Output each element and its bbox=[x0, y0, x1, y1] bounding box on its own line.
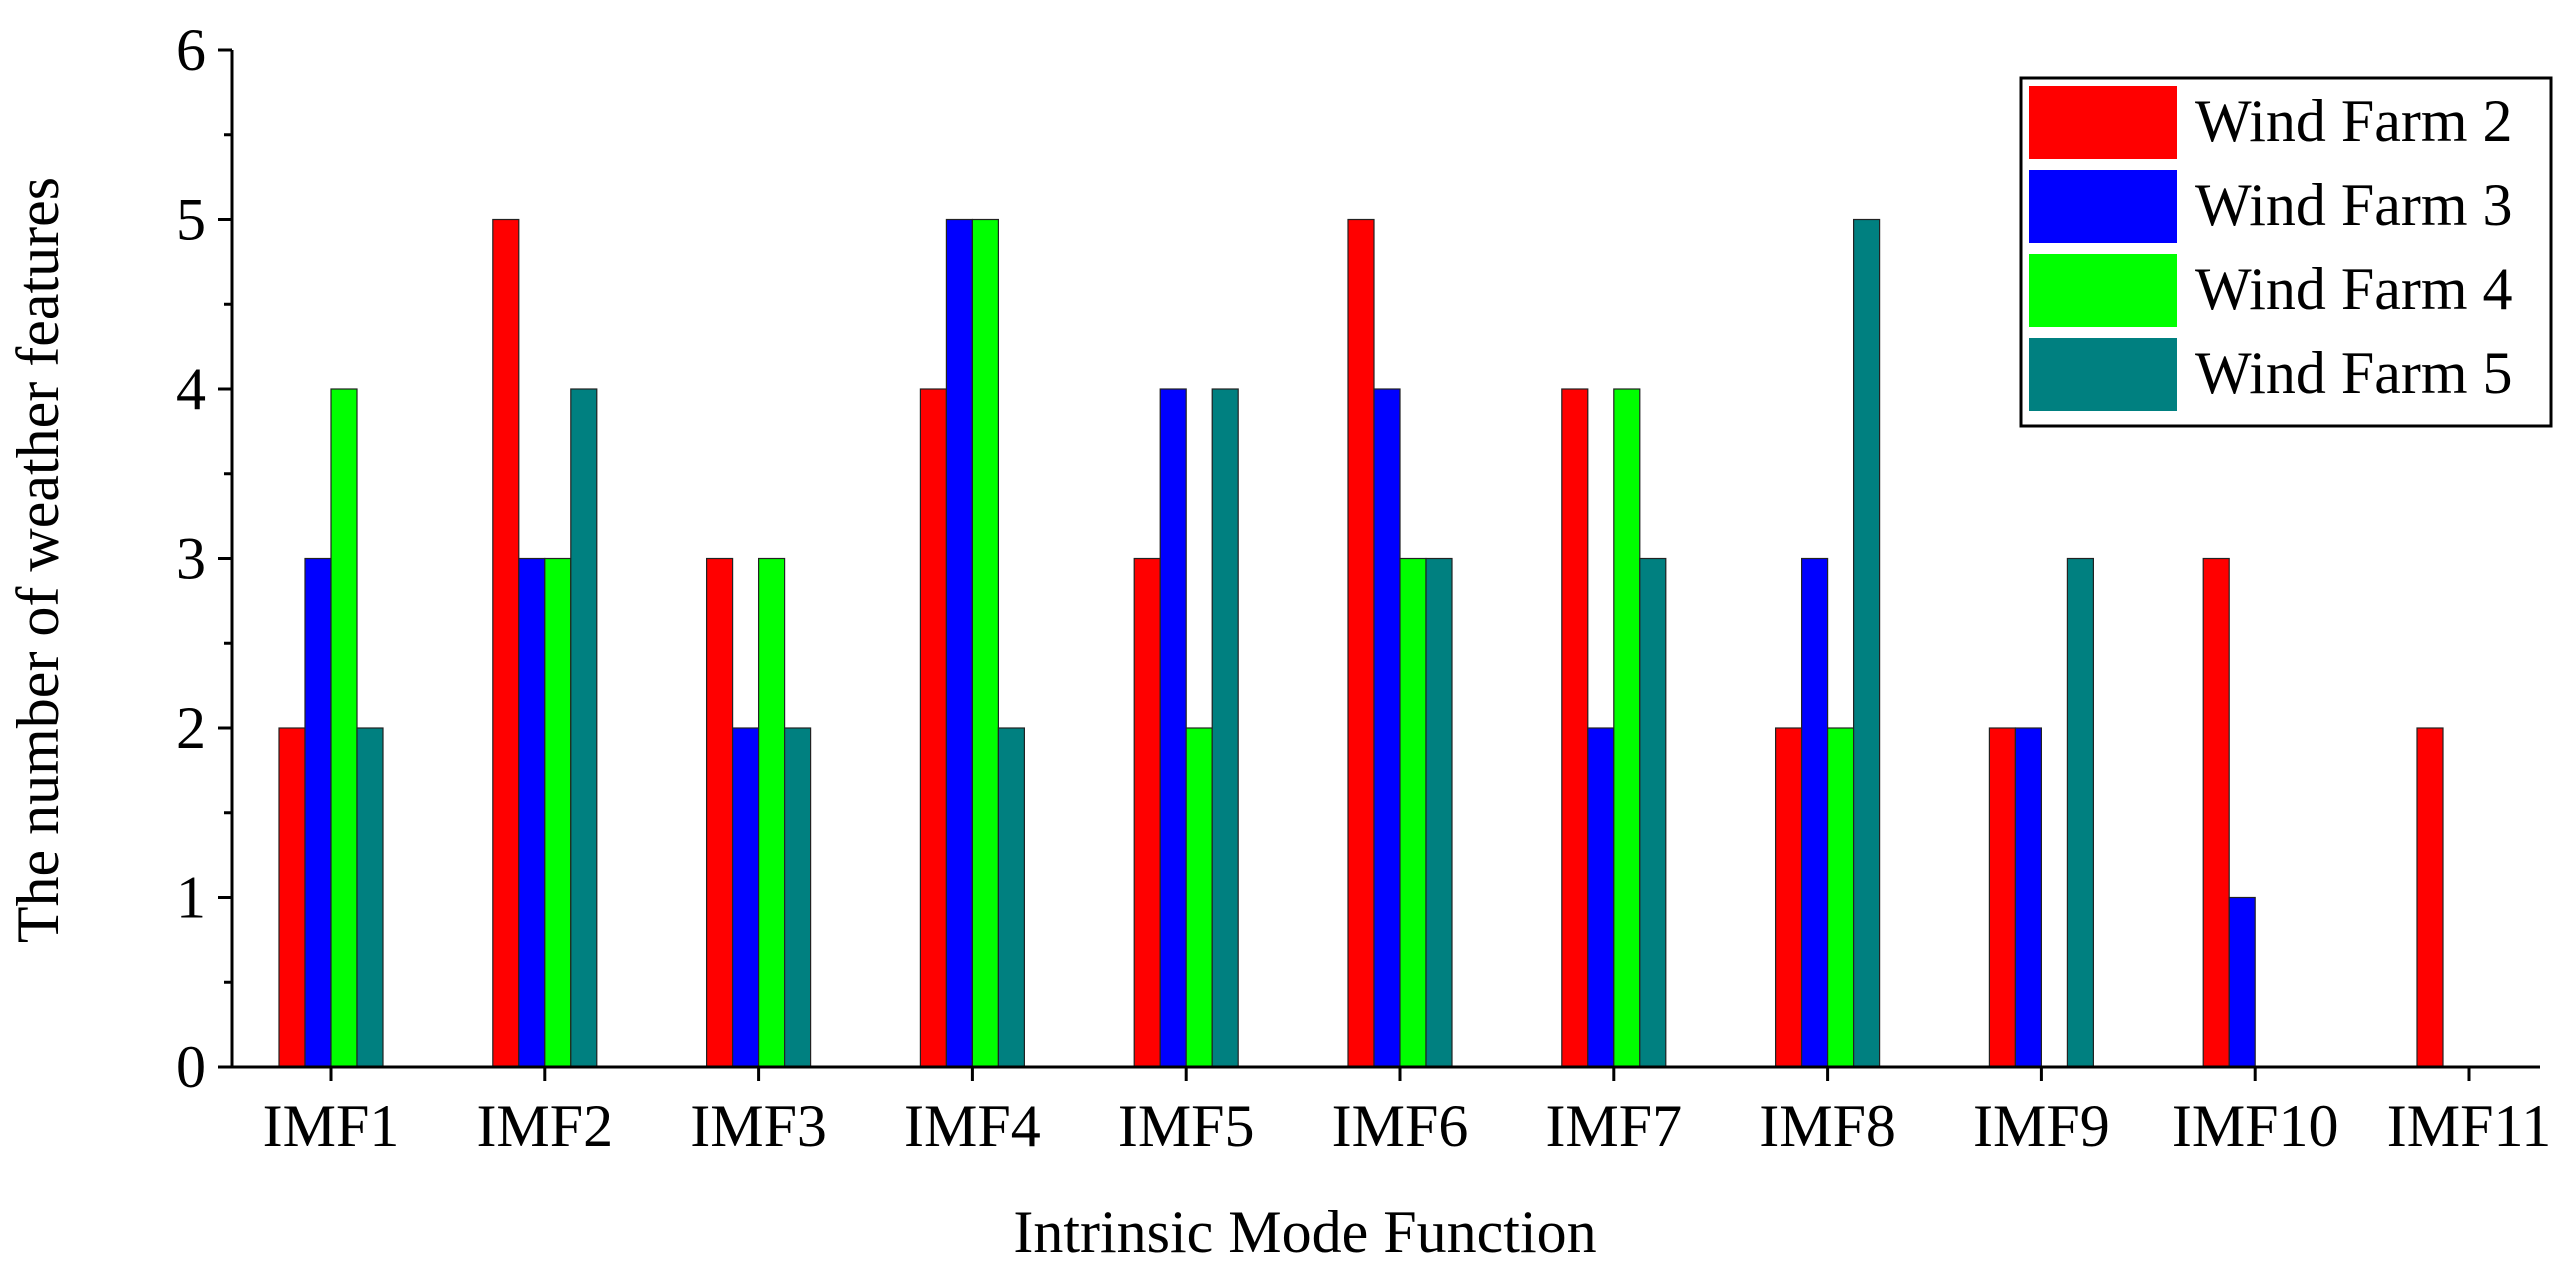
bar-wind-farm-5-imf4 bbox=[997, 727, 1026, 1068]
bar-wind-farm-5-imf9 bbox=[2066, 557, 2094, 1068]
legend-label: Wind Farm 4 bbox=[2195, 256, 2513, 322]
bar-wind-farm-4-imf5 bbox=[1185, 727, 1213, 1068]
x-axis-title: Intrinsic Mode Function bbox=[1013, 1199, 1596, 1265]
legend-swatch bbox=[2029, 254, 2177, 327]
x-tick-label: IMF2 bbox=[476, 1093, 613, 1159]
legend-label: Wind Farm 5 bbox=[2195, 340, 2513, 406]
bar-wind-farm-5-imf7 bbox=[1639, 557, 1667, 1068]
bar-wind-farm-4-imf4 bbox=[971, 218, 1000, 1068]
bar-wind-farm-4-imf3 bbox=[757, 557, 786, 1068]
bar-wind-farm-3-imf9 bbox=[2014, 727, 2043, 1068]
x-tick-label: IMF1 bbox=[263, 1093, 400, 1159]
bar-wind-farm-4-imf6 bbox=[1399, 557, 1427, 1068]
x-tick-label: IMF10 bbox=[2172, 1093, 2339, 1159]
x-tick-label: IMF7 bbox=[1545, 1093, 1682, 1159]
bar-wind-farm-2-imf7 bbox=[1561, 388, 1589, 1068]
bar-wind-farm-3-imf7 bbox=[1587, 727, 1615, 1068]
bar-wind-farm-5-imf1 bbox=[356, 727, 384, 1068]
y-axis-title: The number of weather features bbox=[5, 177, 71, 943]
x-tick-label: IMF5 bbox=[1118, 1093, 1255, 1159]
bar-wind-farm-3-imf1 bbox=[304, 557, 332, 1068]
bar-wind-farm-2-imf5 bbox=[1133, 557, 1161, 1068]
bar-wind-farm-3-imf4 bbox=[945, 218, 974, 1068]
bar-wind-farm-3-imf10 bbox=[2228, 896, 2256, 1068]
bar-wind-farm-4-imf7 bbox=[1613, 388, 1641, 1068]
legend-swatch bbox=[2029, 86, 2177, 159]
bar-wind-farm-3-imf5 bbox=[1159, 388, 1187, 1068]
bar-wind-farm-2-imf3 bbox=[705, 557, 734, 1068]
y-tick-label: 5 bbox=[176, 187, 206, 253]
bar-wind-farm-3-imf2 bbox=[518, 557, 546, 1068]
y-tick-label: 2 bbox=[176, 695, 206, 761]
x-tick-label: IMF6 bbox=[1332, 1093, 1469, 1159]
y-tick-label: 0 bbox=[176, 1034, 206, 1100]
bar-wind-farm-4-imf1 bbox=[330, 388, 358, 1068]
bar-wind-farm-4-imf8 bbox=[1826, 727, 1855, 1068]
legend-swatch bbox=[2029, 338, 2177, 411]
bar-wind-farm-5-imf3 bbox=[783, 727, 812, 1068]
y-tick-label: 3 bbox=[176, 526, 206, 592]
x-tick-label: IMF4 bbox=[904, 1093, 1041, 1159]
bar-wind-farm-3-imf6 bbox=[1373, 388, 1401, 1068]
legend-label: Wind Farm 3 bbox=[2195, 172, 2513, 238]
bar-wind-farm-2-imf4 bbox=[919, 388, 948, 1068]
bar-wind-farm-2-imf1 bbox=[278, 727, 306, 1068]
bar-wind-farm-2-imf6 bbox=[1347, 218, 1375, 1068]
bar-wind-farm-2-imf9 bbox=[1988, 727, 2017, 1068]
y-tick-label: 6 bbox=[176, 17, 206, 83]
bar-wind-farm-2-imf8 bbox=[1774, 727, 1803, 1068]
bar-wind-farm-2-imf10 bbox=[2202, 557, 2230, 1068]
bar-wind-farm-5-imf2 bbox=[570, 388, 598, 1068]
x-ticks: IMF1 IMF2 IMF3 IMF4 IMF5 IMF6 IMF7 IMF8 IMF9 IMF1… bbox=[263, 1067, 2551, 1159]
bar-wind-farm-4-imf2 bbox=[544, 557, 572, 1068]
bar-wind-farm-3-imf8 bbox=[1800, 557, 1829, 1068]
legend-swatch bbox=[2029, 170, 2177, 243]
x-tick-label: IMF8 bbox=[1759, 1093, 1896, 1159]
bar-wind-farm-2-imf2 bbox=[492, 218, 520, 1068]
bar-wind-farm-5-imf6 bbox=[1425, 557, 1453, 1068]
bar-wind-farm-5-imf5 bbox=[1211, 388, 1239, 1068]
x-tick-label: IMF9 bbox=[1973, 1093, 2110, 1159]
legend-label: Wind Farm 2 bbox=[2195, 88, 2513, 154]
y-ticks: 0 1 2 3 4 5 6 bbox=[176, 17, 232, 1100]
bar-wind-farm-5-imf8 bbox=[1852, 218, 1881, 1068]
y-tick-label: 1 bbox=[176, 865, 206, 931]
bar-wind-farm-2-imf11 bbox=[2416, 727, 2444, 1068]
legend: Wind Farm 2 Wind Farm 3 Wind Farm 4 Wind Fa… bbox=[2019, 76, 2553, 428]
bar-wind-farm-3-imf3 bbox=[731, 727, 760, 1068]
x-tick-label: IMF3 bbox=[690, 1093, 827, 1159]
x-tick-label: IMF11 bbox=[2387, 1093, 2551, 1159]
y-tick-label: 4 bbox=[176, 356, 206, 422]
bars-layer bbox=[278, 218, 2444, 1068]
